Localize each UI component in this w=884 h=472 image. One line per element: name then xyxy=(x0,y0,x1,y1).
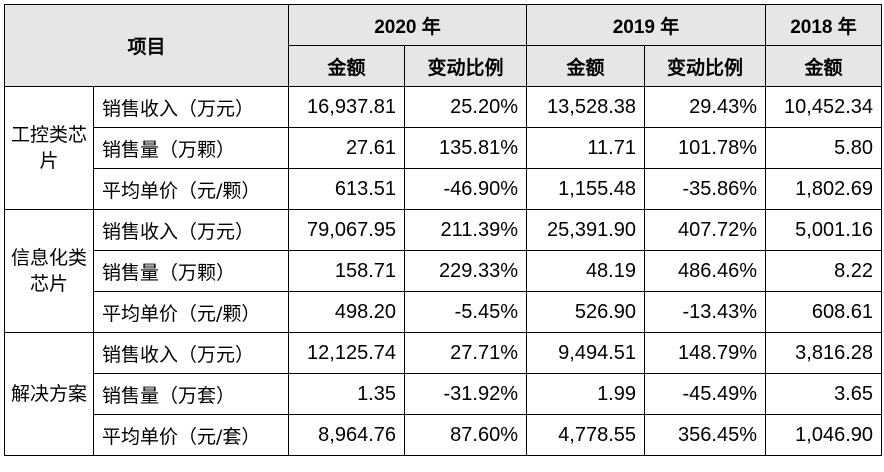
amount-2018: 3,816.28 xyxy=(765,332,882,374)
change-2019: 407.72% xyxy=(644,209,766,251)
change-2019: 29.43% xyxy=(644,86,766,128)
table-row: 平均单价（元/颗） 613.51 -46.90% 1,155.48 -35.86… xyxy=(5,168,882,210)
change-2020: 135.81% xyxy=(404,127,527,169)
amount-2018: 1,802.69 xyxy=(765,168,882,210)
header-item: 项目 xyxy=(4,4,289,87)
change-2020: -31.92% xyxy=(404,373,527,415)
table-row: 销售量（万套） 1.35 -31.92% 1.99 -45.49% 3.65 xyxy=(5,373,882,415)
amount-2019: 11.71 xyxy=(526,127,645,169)
category-cell: 解决方案 xyxy=(4,332,94,456)
change-2020: 25.20% xyxy=(404,86,527,128)
amount-2019: 1,155.48 xyxy=(526,168,645,210)
table-row: 平均单价（元/颗） 498.20 -5.45% 526.90 -13.43% 6… xyxy=(5,291,882,333)
header-year-2019: 2019 年 xyxy=(526,4,766,46)
header-year-2018: 2018 年 xyxy=(765,4,882,46)
change-2020: -5.45% xyxy=(404,291,527,333)
metric-label: 平均单价（元/颗） xyxy=(93,291,289,333)
change-2019: -35.86% xyxy=(644,168,766,210)
amount-2020: 79,067.95 xyxy=(288,209,405,251)
change-2020: 229.33% xyxy=(404,250,527,292)
category-cell: 工控类芯片 xyxy=(4,86,94,210)
amount-2020: 27.61 xyxy=(288,127,405,169)
change-2019: -13.43% xyxy=(644,291,766,333)
change-2019: 486.46% xyxy=(644,250,766,292)
header-change-2019: 变动比例 xyxy=(644,45,766,87)
metric-label: 销售量（万套） xyxy=(93,373,289,415)
table-row: 解决方案 销售收入（万元） 12,125.74 27.71% 9,494.51 … xyxy=(4,332,882,456)
change-2020: 87.60% xyxy=(404,414,527,456)
amount-2018: 3.65 xyxy=(765,373,882,415)
amount-2020: 16,937.81 xyxy=(288,86,405,128)
header-change-2020: 变动比例 xyxy=(404,45,527,87)
amount-2020: 1.35 xyxy=(288,373,405,415)
amount-2019: 4,778.55 xyxy=(526,414,645,456)
amount-2020: 613.51 xyxy=(288,168,405,210)
amount-2018: 8.22 xyxy=(765,250,882,292)
amount-2019: 526.90 xyxy=(526,291,645,333)
table-row: 平均单价（元/套） 8,964.76 87.60% 4,778.55 356.4… xyxy=(5,414,882,456)
amount-2018: 608.61 xyxy=(765,291,882,333)
amount-2019: 48.19 xyxy=(526,250,645,292)
amount-2018: 5,001.16 xyxy=(765,209,882,251)
change-2019: -45.49% xyxy=(644,373,766,415)
category-cell: 信息化类芯片 xyxy=(4,209,94,333)
amount-2019: 1.99 xyxy=(526,373,645,415)
amount-2020: 498.20 xyxy=(288,291,405,333)
amount-2020: 8,964.76 xyxy=(288,414,405,456)
table-row: 信息化类芯片 销售收入（万元） 79,067.95 211.39% 25,391… xyxy=(4,209,882,333)
amount-2019: 25,391.90 xyxy=(526,209,645,251)
table-row: 工控类芯片 销售收入（万元） 16,937.81 25.20% 13,528.3… xyxy=(4,86,882,210)
metric-label: 平均单价（元/颗） xyxy=(93,168,289,210)
change-2019: 101.78% xyxy=(644,127,766,169)
metric-label: 销售量（万颗） xyxy=(93,250,289,292)
amount-2020: 12,125.74 xyxy=(288,332,405,374)
metric-label: 销售收入（万元） xyxy=(93,332,289,374)
header-amount-2020: 金额 xyxy=(288,45,405,87)
change-2019: 148.79% xyxy=(644,332,766,374)
table-row: 销售量（万颗） 27.61 135.81% 11.71 101.78% 5.80 xyxy=(5,127,882,169)
table-row: 销售量（万颗） 158.71 229.33% 48.19 486.46% 8.2… xyxy=(5,250,882,292)
change-2020: 211.39% xyxy=(404,209,527,251)
header-amount-2018: 金额 xyxy=(765,45,882,87)
metric-label: 平均单价（元/套） xyxy=(93,414,289,456)
header-year-2020: 2020 年 xyxy=(288,4,527,46)
change-2020: 27.71% xyxy=(404,332,527,374)
metric-label: 销售收入（万元） xyxy=(93,86,289,128)
amount-2018: 1,046.90 xyxy=(765,414,882,456)
metric-label: 销售收入（万元） xyxy=(93,209,289,251)
change-2020: -46.90% xyxy=(404,168,527,210)
amount-2019: 13,528.38 xyxy=(526,86,645,128)
amount-2018: 10,452.34 xyxy=(765,86,882,128)
amount-2018: 5.80 xyxy=(765,127,882,169)
amount-2019: 9,494.51 xyxy=(526,332,645,374)
header-amount-2019: 金额 xyxy=(526,45,645,87)
amount-2020: 158.71 xyxy=(288,250,405,292)
change-2019: 356.45% xyxy=(644,414,766,456)
sales-table: 项目 2020 年 2019 年 2018 年 金额 变动比例 金额 变动比例 … xyxy=(4,4,882,456)
metric-label: 销售量（万颗） xyxy=(93,127,289,169)
